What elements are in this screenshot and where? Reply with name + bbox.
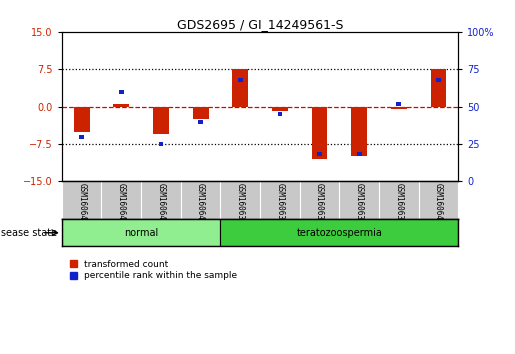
Bar: [272, 107, 288, 110]
Bar: [198, 120, 203, 124]
Text: GSM160641: GSM160641: [77, 183, 86, 225]
Bar: [232, 69, 248, 107]
Text: normal: normal: [124, 228, 158, 238]
Text: GSM160639: GSM160639: [394, 183, 403, 225]
Bar: [159, 142, 163, 146]
Text: GSM160637: GSM160637: [315, 183, 324, 225]
Bar: [317, 153, 322, 156]
Legend: transformed count, percentile rank within the sample: transformed count, percentile rank withi…: [66, 256, 241, 284]
Text: GSM160636: GSM160636: [276, 183, 284, 225]
Bar: [119, 90, 124, 94]
Bar: [351, 107, 367, 156]
Text: GSM160638: GSM160638: [355, 183, 364, 225]
Bar: [193, 107, 209, 119]
Bar: [312, 107, 328, 159]
Bar: [431, 69, 447, 107]
Bar: [220, 219, 458, 246]
Bar: [278, 112, 282, 116]
Title: GDS2695 / GI_14249561-S: GDS2695 / GI_14249561-S: [177, 18, 344, 31]
Text: teratozoospermia: teratozoospermia: [297, 228, 382, 238]
Text: GSM160644: GSM160644: [196, 183, 205, 225]
Bar: [74, 107, 90, 132]
Bar: [436, 78, 441, 82]
Text: GSM160640: GSM160640: [434, 183, 443, 225]
Text: disease state: disease state: [0, 228, 57, 238]
Bar: [391, 107, 407, 109]
Bar: [79, 135, 84, 138]
Bar: [397, 102, 401, 105]
Bar: [113, 104, 129, 107]
Bar: [153, 107, 169, 134]
Bar: [238, 78, 243, 82]
Text: GSM160635: GSM160635: [236, 183, 245, 225]
Text: GSM160643: GSM160643: [157, 183, 165, 225]
Text: GSM160642: GSM160642: [117, 183, 126, 225]
Bar: [357, 153, 362, 156]
Bar: [62, 219, 220, 246]
